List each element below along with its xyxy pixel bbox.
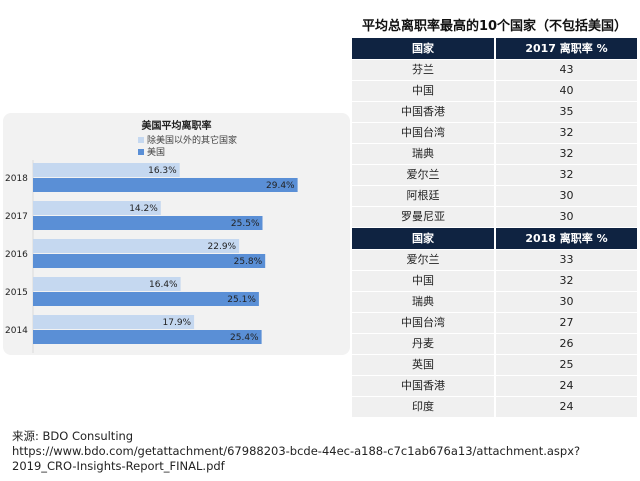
table-row: 印度 24 (352, 397, 637, 418)
country-cell: 芬兰 (352, 60, 496, 80)
rate-cell: 27 (559, 316, 574, 329)
country-cell: 阿根廷 (352, 186, 496, 206)
table-row: 爱尔兰 33 (352, 250, 637, 271)
chart-title: 美国平均离职率 (141, 121, 212, 132)
legend-item-usa: 美国 (138, 145, 165, 158)
bar (33, 277, 181, 291)
table-row: 丹麦 26 (352, 334, 637, 355)
table-row: 中国台湾 27 (352, 313, 637, 334)
country-cell: 爱尔兰 (352, 250, 496, 270)
header-cell: 2017 离职率 % (525, 42, 608, 55)
bar (33, 330, 262, 344)
table-row: 瑞典 30 (352, 292, 637, 313)
country-cell: 印度 (352, 397, 496, 417)
legend-label: 美国 (147, 148, 166, 158)
bar (33, 163, 180, 177)
table-row: 中国香港 35 (352, 102, 637, 123)
table-title: 平均总离职率最高的10个国家（不包括美国） (361, 19, 628, 34)
data-label: 25.4% (230, 333, 259, 343)
rate-cell: 32 (559, 147, 574, 160)
table-header: 国家 2017 离职率 % (352, 38, 637, 60)
rate-cell: 35 (559, 105, 574, 118)
table-row: 瑞典 32 (352, 144, 637, 165)
rate-cell: 24 (559, 400, 574, 413)
table-row: 中国台湾 32 (352, 123, 637, 144)
table-row: 罗曼尼亚 30 (352, 207, 637, 228)
bar (33, 315, 195, 329)
data-label: 14.2% (129, 204, 158, 214)
data-label: 25.8% (234, 257, 263, 267)
country-cell: 中国 (352, 271, 496, 291)
data-label: 17.9% (163, 318, 192, 328)
header-cell: 国家 (352, 228, 496, 249)
rate-cell: 25 (559, 358, 574, 371)
header-cell: 2018 离职率 % (525, 232, 608, 245)
country-cell: 丹麦 (352, 334, 496, 354)
bar (33, 254, 266, 268)
data-label: 25.5% (231, 219, 260, 229)
rate-cell: 30 (559, 210, 574, 223)
source-url[interactable]: https://www.bdo.com/getattachment/679882… (12, 444, 581, 473)
bar (33, 239, 240, 253)
category-label: 2016 (5, 250, 28, 260)
rate-cell: 43 (559, 63, 574, 76)
country-cell: 瑞典 (352, 292, 496, 312)
table-row: 英国 25 (352, 355, 637, 376)
legend-swatch (138, 136, 144, 143)
category-label: 2018 (5, 174, 28, 184)
table-row: 爱尔兰 32 (352, 165, 637, 186)
country-cell: 中国香港 (352, 102, 496, 122)
rate-cell: 30 (559, 189, 574, 202)
bar-chart: 2018 16.3% 29.4% 2017 14.2% 25.5% 2016 22.9% 25.… (5, 160, 298, 353)
country-cell: 中国 (352, 81, 496, 101)
data-label: 29.4% (266, 181, 295, 191)
bar (33, 216, 263, 230)
bar (33, 178, 298, 192)
data-label: 16.3% (148, 166, 177, 176)
country-cell: 罗曼尼亚 (352, 207, 496, 227)
header-cell: 国家 (352, 38, 496, 59)
table-row: 中国 40 (352, 81, 637, 102)
rate-cell: 32 (559, 274, 574, 287)
data-label: 25.1% (227, 295, 256, 305)
category-label: 2017 (5, 212, 28, 222)
country-cell: 瑞典 (352, 144, 496, 164)
turnover-table: 平均总离职率最高的10个国家（不包括美国） 国家 2017 离职率 % 芬兰 43 中国… (352, 15, 637, 418)
legend-swatch (138, 148, 144, 155)
rate-cell: 32 (559, 126, 574, 139)
rate-cell: 24 (559, 379, 574, 392)
country-cell: 爱尔兰 (352, 165, 496, 185)
rate-cell: 32 (559, 168, 574, 181)
legend-label: 除美国以外的其它国家 (147, 136, 238, 146)
table-row: 芬兰 43 (352, 60, 637, 81)
rate-cell: 26 (559, 337, 574, 350)
rate-cell: 40 (559, 84, 574, 97)
table-row: 阿根廷 30 (352, 186, 637, 207)
table-row: 中国香港 24 (352, 376, 637, 397)
country-cell: 中国台湾 (352, 123, 496, 143)
category-label: 2014 (5, 326, 28, 336)
country-cell: 中国香港 (352, 376, 496, 396)
legend-item-others: 除美国以外的其它国家 (138, 133, 237, 146)
country-cell: 英国 (352, 355, 496, 375)
table-header: 国家 2018 离职率 % (352, 228, 637, 250)
table-row: 中国 32 (352, 271, 637, 292)
data-label: 16.4% (149, 280, 178, 290)
rate-cell: 30 (559, 295, 574, 308)
country-cell: 中国台湾 (352, 313, 496, 333)
source-note: 来源: BDO Consulting https://www.bdo.com/g… (12, 429, 637, 474)
bar (33, 201, 161, 215)
data-label: 22.9% (208, 242, 237, 252)
rate-cell: 33 (559, 253, 574, 266)
category-label: 2015 (5, 288, 28, 298)
bar (33, 292, 259, 306)
source-label: 来源: BDO Consulting (12, 429, 134, 443)
chart-panel: 美国平均离职率 除美国以外的其它国家 美国 2018 16.3% 29.4% 2017… (3, 113, 350, 355)
